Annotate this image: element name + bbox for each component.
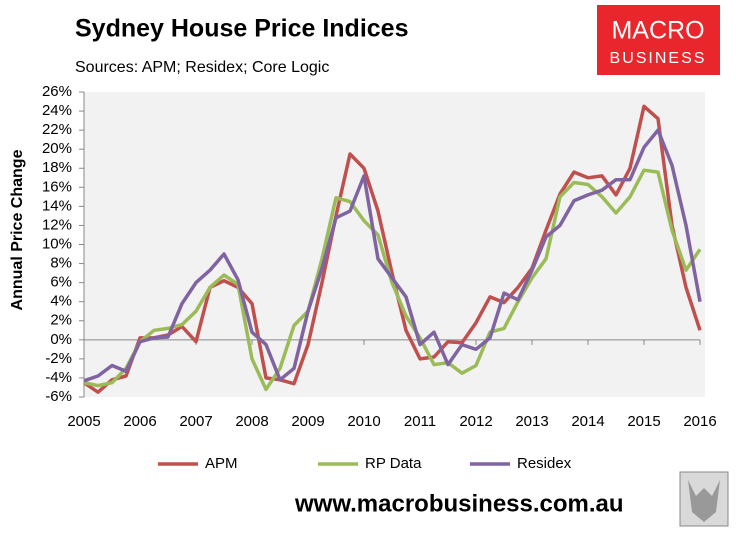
- y-tick-label: 14%: [42, 197, 72, 214]
- y-tick-label: 12%: [42, 216, 72, 233]
- x-tick-label: 2012: [459, 413, 492, 430]
- logo-box: [597, 5, 720, 75]
- series-line: [83, 128, 702, 383]
- y-tick-label: 18%: [42, 159, 72, 176]
- series-line: [83, 104, 702, 394]
- y-axis-label: Annual Price Change: [9, 149, 26, 310]
- x-tick-label: 2006: [123, 413, 156, 430]
- y-tick-label: 0%: [50, 331, 72, 348]
- y-tick-label: 4%: [50, 293, 72, 310]
- x-tick-label: 2016: [683, 413, 716, 430]
- logo-text: BUSINESS: [610, 50, 707, 67]
- y-tick-label: 24%: [42, 102, 72, 119]
- y-tick-label: 20%: [42, 140, 72, 157]
- x-tick-label: 2010: [347, 413, 380, 430]
- x-tick-label: 2005: [67, 413, 100, 430]
- x-tick-label: 2015: [627, 413, 660, 430]
- y-tick-label: 22%: [42, 121, 72, 138]
- x-tick-label: 2007: [179, 413, 212, 430]
- y-tick-label: 16%: [42, 178, 72, 195]
- y-tick-label: -2%: [45, 350, 72, 367]
- y-tick-label: -6%: [45, 388, 72, 405]
- legend-label: APM: [205, 455, 238, 472]
- wolf-icon-shape: [688, 480, 720, 522]
- chart-subtitle: Sources: APM; Residex; Core Logic: [75, 59, 329, 76]
- x-tick-label: 2014: [571, 413, 604, 430]
- footer: www.macrobusiness.com.au: [294, 490, 624, 517]
- logo-text: MACRO: [611, 17, 704, 45]
- y-tick-label: 26%: [42, 83, 72, 100]
- plot-area: [84, 92, 705, 397]
- x-tick-label: 2013: [515, 413, 548, 430]
- y-tick-label: 6%: [50, 274, 72, 291]
- legend-label: Residex: [517, 455, 572, 472]
- y-tick-label: -4%: [45, 369, 72, 386]
- y-tick-label: 8%: [50, 255, 72, 272]
- x-tick-label: 2009: [291, 413, 324, 430]
- chart-title: Sydney House Price Indices: [75, 15, 408, 43]
- y-tick-label: 2%: [50, 312, 72, 329]
- y-tick-label: 10%: [42, 235, 72, 252]
- legend-label: RP Data: [365, 455, 422, 472]
- x-tick-label: 2011: [404, 413, 436, 430]
- x-tick-label: 2008: [235, 413, 268, 430]
